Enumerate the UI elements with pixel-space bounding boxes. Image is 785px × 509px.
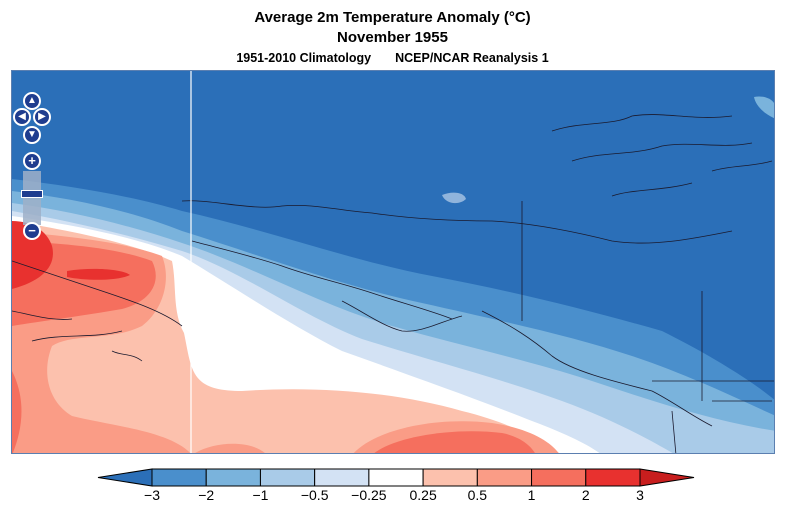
colorbar-tick-label: 1 [527,487,536,503]
band-mid-red-south [374,431,535,453]
blob-light-blue-2 [754,96,774,119]
colorbar-cell [205,468,261,487]
colorbar-cell [531,468,587,487]
colorbar-cell [151,468,207,487]
pan-left-button[interactable]: ◀ [13,108,31,126]
map-title: Average 2m Temperature Anomaly (°C) [254,9,531,26]
colorbar-cell [476,468,533,487]
colorbar-cell [585,468,641,487]
band-deep-red [12,221,53,289]
climatology-label: 1951-2010 Climatology [236,51,372,65]
dataset-label: NCEP/NCAR Reanalysis 1 [395,51,549,65]
colorbar-tick-label: 3 [636,487,644,503]
colorbar-cell [422,468,478,487]
colorbar-cell [259,468,316,487]
pan-up-button[interactable]: ▲ [23,92,41,110]
anomaly-field [12,71,774,453]
colorbar-extend-low [97,468,153,487]
coastlines [12,114,774,453]
colorbar-cell [314,468,370,487]
colorbar-extend-high [639,468,695,487]
colorbar [97,468,695,487]
band-light-red-southwest [195,443,265,453]
colorbar-tick-label: 0.25 [409,487,437,503]
zoom-out-button[interactable]: − [23,222,41,240]
map-period: November 1955 [337,29,448,46]
band-deep-red-east [67,268,130,280]
zoom-slider-track[interactable] [23,171,41,225]
colorbar-tick-label: −3 [144,487,160,503]
colorbar-tick-label: −0.5 [300,487,329,503]
colorbar-tick-label: 2 [581,487,590,503]
colorbar-tick-label: −2 [198,487,215,503]
zoom-in-button[interactable]: + [23,152,41,170]
zoom-slider-handle[interactable] [21,190,43,198]
blob-faint-blue-1 [442,192,466,204]
colorbar-tick-label: −1 [252,487,269,503]
colorbar-cell [368,468,424,487]
map-subtitle: 1951-2010 Climatology NCEP/NCAR Reanalysi… [0,51,785,65]
pan-down-button[interactable]: ▼ [23,126,41,144]
colorbar-tick-label: −0.25 [351,487,387,503]
colorbar-tick-label: 0.5 [467,487,488,503]
map-viewport[interactable]: ▲ ◀ ▶ ▼ + − [11,70,775,454]
band-mid-red-lower [12,371,22,453]
pan-right-button[interactable]: ▶ [33,108,51,126]
